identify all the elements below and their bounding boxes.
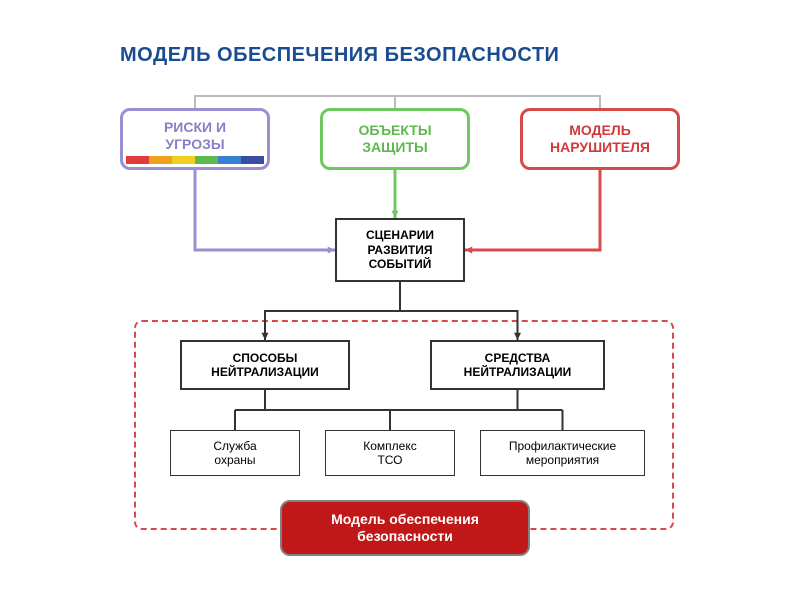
risks-rainbow	[126, 156, 264, 164]
node-result: Модель обеспечения безопасности	[280, 500, 530, 556]
scenario-l1: СЦЕНАРИИ	[366, 228, 434, 242]
tso-l2: ТСО	[377, 453, 402, 467]
tools-l1: СРЕДСТВА	[485, 351, 551, 365]
guard-l1: Служба	[213, 439, 256, 453]
means-l2: НЕЙТРАЛИЗАЦИИ	[211, 365, 319, 379]
node-intruder: МОДЕЛЬ НАРУШИТЕЛЯ	[520, 108, 680, 170]
result-l1: Модель обеспечения	[331, 511, 479, 527]
preventive-l1: Профилактические	[509, 439, 616, 453]
intruder-l1: МОДЕЛЬ	[569, 122, 631, 138]
preventive-l2: мероприятия	[526, 453, 599, 467]
risks-l1: РИСКИ И	[164, 119, 226, 135]
node-guard: Служба охраны	[170, 430, 300, 476]
objects-l2: ЗАЩИТЫ	[362, 139, 427, 155]
tso-l1: Комплекс	[363, 439, 416, 453]
node-tso: Комплекс ТСО	[325, 430, 455, 476]
tools-l2: НЕЙТРАЛИЗАЦИИ	[464, 365, 572, 379]
result-l2: безопасности	[357, 528, 453, 544]
page-title: МОДЕЛЬ ОБЕСПЕЧЕНИЯ БЕЗОПАСНОСТИ	[120, 44, 559, 67]
node-scenario: СЦЕНАРИИ РАЗВИТИЯ СОБЫТИЙ	[335, 218, 465, 282]
node-preventive: Профилактические мероприятия	[480, 430, 645, 476]
risks-l2: УГРОЗЫ	[165, 136, 224, 152]
means-l1: СПОСОБЫ	[233, 351, 298, 365]
node-objects: ОБЪЕКТЫ ЗАЩИТЫ	[320, 108, 470, 170]
node-tools: СРЕДСТВА НЕЙТРАЛИЗАЦИИ	[430, 340, 605, 390]
scenario-l3: СОБЫТИЙ	[369, 257, 432, 271]
guard-l2: охраны	[214, 453, 255, 467]
scenario-l2: РАЗВИТИЯ	[367, 243, 432, 257]
title-text: МОДЕЛЬ ОБЕСПЕЧЕНИЯ БЕЗОПАСНОСТИ	[120, 44, 559, 66]
objects-l1: ОБЪЕКТЫ	[358, 122, 431, 138]
intruder-l2: НАРУШИТЕЛЯ	[550, 139, 650, 155]
node-means: СПОСОБЫ НЕЙТРАЛИЗАЦИИ	[180, 340, 350, 390]
